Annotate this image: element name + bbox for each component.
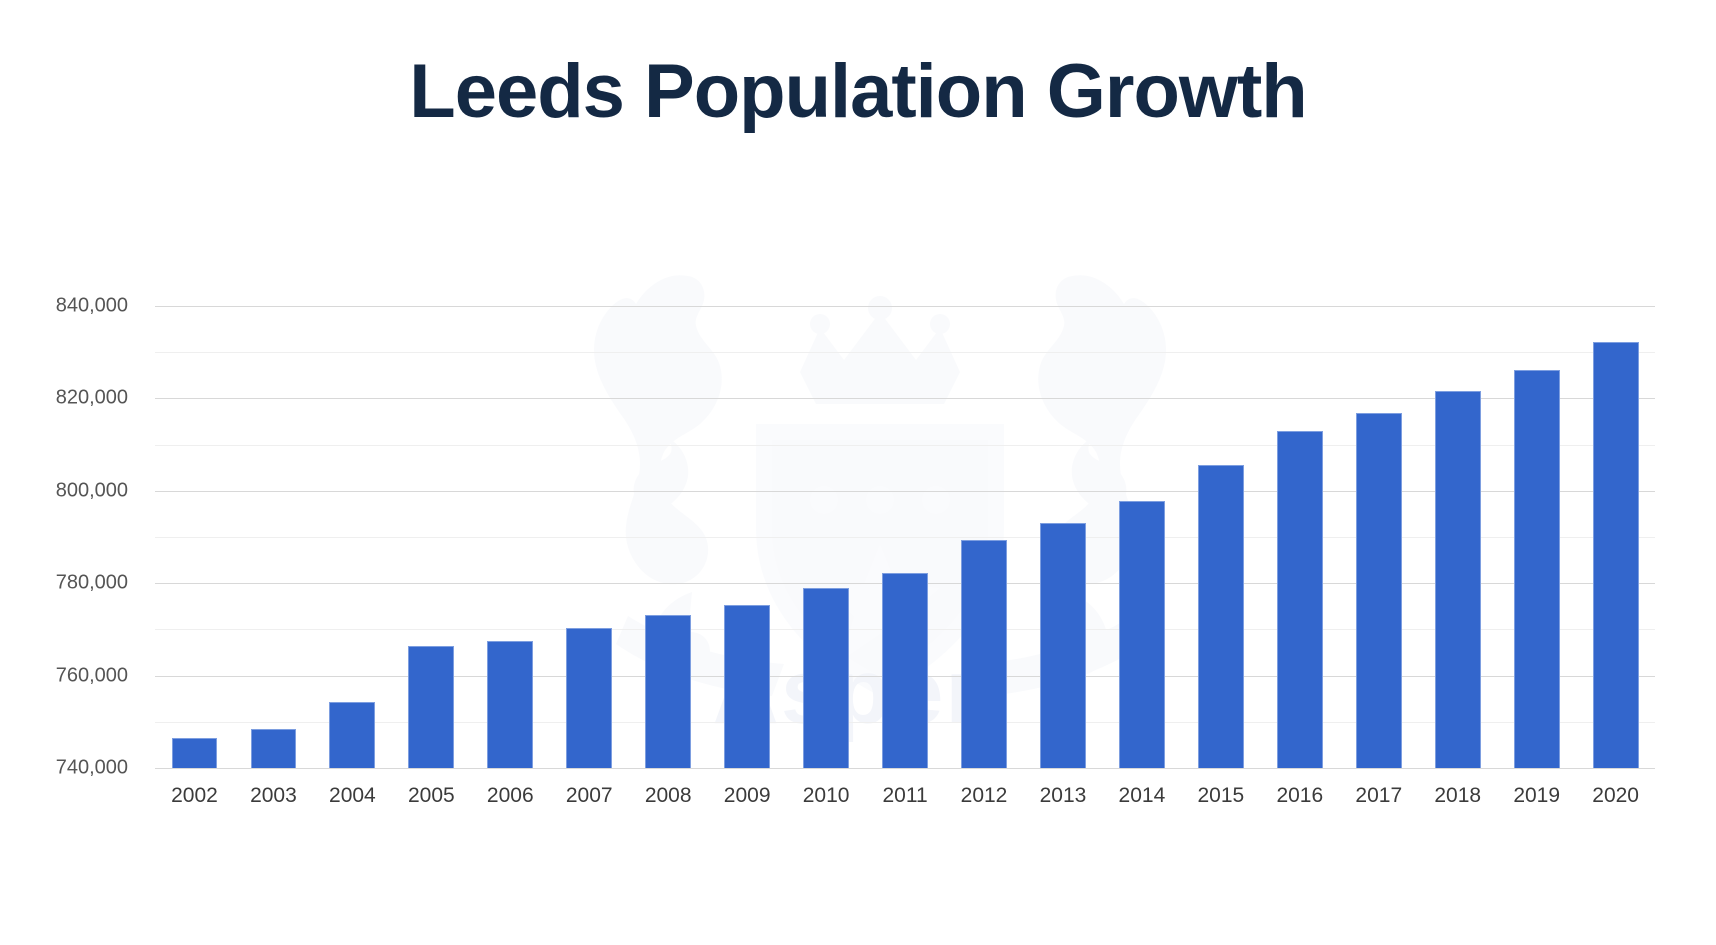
bar[interactable] (329, 702, 376, 768)
bar[interactable] (961, 540, 1007, 768)
bar[interactable] (1513, 369, 1560, 768)
x-axis-tick-label: 2006 (486, 784, 534, 807)
x-axis-tick-label: 2019 (1513, 784, 1561, 807)
bar-slot (787, 306, 866, 768)
bar[interactable] (1040, 523, 1086, 768)
bar[interactable] (408, 646, 455, 768)
bar[interactable] (566, 628, 613, 768)
x-axis-tick-label: 2013 (1039, 784, 1087, 807)
x-axis: 2002 2003 2004 2005 2006 2007 2008 2009 2010 2011… (155, 776, 1655, 816)
page-title: Leeds Population Growth (409, 49, 1307, 134)
bar-series (155, 306, 1655, 768)
x-axis-tick-label: 2003 (250, 784, 297, 807)
bar-slot (1260, 306, 1339, 768)
y-axis-tick-label: 800,000 (55, 479, 128, 502)
bar-slot (1339, 306, 1418, 768)
bar[interactable] (1355, 412, 1402, 768)
bar-slot (471, 306, 550, 768)
bar-slot (1023, 306, 1102, 768)
bar-slot (155, 306, 234, 768)
y-axis-tick-label: 820,000 (55, 386, 128, 409)
bar[interactable] (1592, 342, 1639, 768)
bar-slot (708, 306, 787, 768)
bar[interactable] (724, 605, 771, 768)
x-axis-tick-label: 2012 (960, 784, 1008, 807)
y-axis-tick-label: 760,000 (55, 664, 128, 687)
x-axis-tick-label: 2017 (1355, 784, 1403, 807)
bar[interactable] (645, 614, 692, 768)
bar-slot (313, 306, 392, 768)
bar[interactable] (1276, 430, 1323, 768)
bar-slot (1418, 306, 1497, 768)
x-axis-tick-label: 2014 (1118, 784, 1166, 807)
x-axis-tick-label: 2010 (802, 784, 850, 807)
bar[interactable] (487, 640, 534, 768)
bar[interactable] (250, 728, 297, 768)
x-axis-tick-label: 2002 (171, 784, 218, 807)
bar-slot (1576, 306, 1655, 768)
x-axis-tick-label: 2011 (882, 784, 928, 807)
bar[interactable] (1197, 464, 1244, 768)
bar-slot (866, 306, 945, 768)
x-axis-tick-label: 2007 (565, 784, 613, 807)
x-axis-tick-label: 2016 (1276, 784, 1324, 807)
bar-slot (1497, 306, 1576, 768)
bar[interactable] (171, 737, 218, 768)
gridline-major (155, 768, 1655, 769)
bar[interactable] (1119, 500, 1165, 768)
x-axis-tick-label: 2009 (723, 784, 771, 807)
bar[interactable] (1434, 391, 1481, 768)
x-axis-tick-label: 2020 (1592, 784, 1639, 807)
bar-slot (629, 306, 708, 768)
bar-slot (550, 306, 629, 768)
x-axis-tick-label: 2004 (329, 784, 376, 807)
bar[interactable] (882, 572, 928, 768)
y-axis-tick-label: 780,000 (55, 571, 128, 594)
bar-slot (1102, 306, 1181, 768)
x-axis-tick-label: 2008 (644, 784, 692, 807)
y-axis-tick-label: 740,000 (55, 756, 128, 779)
x-axis-tick-label: 2005 (407, 784, 455, 807)
y-axis: 840,000 820,000 800,000 780,000 760,000 740,0… (0, 295, 140, 779)
bar-slot (392, 306, 471, 768)
bar-slot (945, 306, 1024, 768)
y-axis-tick-label: 840,000 (55, 294, 128, 317)
bar-slot (234, 306, 313, 768)
bar[interactable] (803, 587, 849, 768)
x-axis-tick-label: 2015 (1197, 784, 1245, 807)
bar-slot (1181, 306, 1260, 768)
x-axis-tick-label: 2018 (1434, 784, 1482, 807)
